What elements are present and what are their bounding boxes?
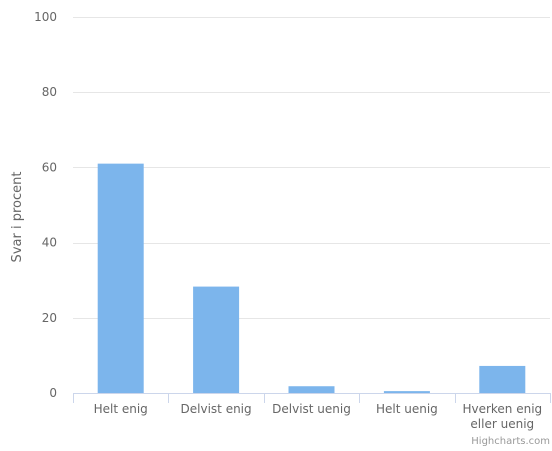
y-tick-label: 60 bbox=[42, 160, 57, 174]
bar[interactable] bbox=[97, 163, 144, 393]
x-tick-label-line: Delvist uenig bbox=[272, 402, 351, 416]
bar[interactable] bbox=[383, 391, 430, 393]
y-axis-title: Svar i procent bbox=[10, 172, 25, 263]
bar[interactable] bbox=[288, 386, 335, 393]
x-tick-label-line: Helt enig bbox=[94, 402, 148, 416]
x-tick-label: Helt uenig bbox=[376, 402, 438, 416]
x-tick-label-line: Helt uenig bbox=[376, 402, 438, 416]
bar[interactable] bbox=[193, 286, 240, 393]
x-tick-label: Delvist enig bbox=[181, 402, 252, 416]
bars bbox=[97, 163, 526, 393]
x-tick-label-line: eller uenig bbox=[470, 417, 534, 431]
y-tick-label: 80 bbox=[42, 85, 57, 99]
y-tick-label: 100 bbox=[34, 10, 57, 24]
bar[interactable] bbox=[479, 365, 526, 393]
y-tick-label: 20 bbox=[42, 311, 57, 325]
gridlines bbox=[73, 17, 550, 394]
y-axis-tick-labels: 0 20 40 60 80 100 bbox=[34, 10, 57, 400]
x-tick-label-line: Hverken enig bbox=[462, 402, 542, 416]
x-tick-label: Delvist uenig bbox=[272, 402, 351, 416]
x-tick-label: Hverken enig eller uenig bbox=[462, 402, 542, 431]
y-tick-label: 40 bbox=[42, 236, 57, 250]
x-axis-tick-labels: Helt enig Delvist enig Delvist uenig Helt u… bbox=[94, 402, 543, 431]
y-tick-label: 0 bbox=[49, 386, 57, 400]
x-tick-label-line: Delvist enig bbox=[181, 402, 252, 416]
x-axis bbox=[73, 393, 551, 403]
credits-link[interactable]: Highcharts.com bbox=[471, 436, 550, 447]
x-tick-label: Helt enig bbox=[94, 402, 148, 416]
